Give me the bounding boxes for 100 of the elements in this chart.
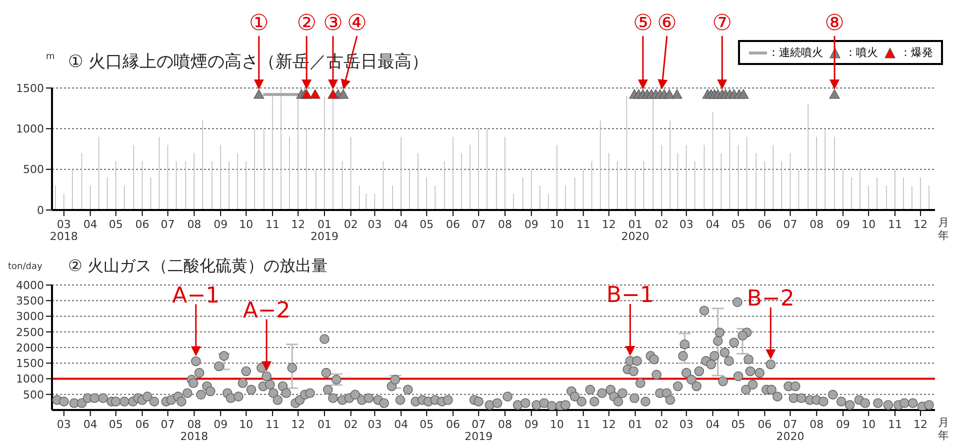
point <box>287 362 298 373</box>
y-axis-title: m <box>46 52 55 62</box>
annotation: A−2 <box>242 298 290 324</box>
x-tick-label: 07 2020 <box>776 418 804 441</box>
x-tick-label: 01 2020 <box>621 218 650 243</box>
x-tick-label: 11 <box>888 218 902 231</box>
y-tick-label: 2000 <box>16 341 44 354</box>
legend-label: ：爆発 <box>900 45 933 60</box>
x-tick-label: 05 <box>108 418 123 431</box>
y-tick-label: 3000 <box>16 310 44 324</box>
x-axis-title: 月年 <box>938 416 949 441</box>
x-tick-label: 02 <box>344 218 358 231</box>
x-tick-label: 08 <box>187 218 202 231</box>
x-tick-label: 10 <box>862 418 876 431</box>
x-tick-label: 06 <box>446 418 460 431</box>
x-tick-label: 09 <box>214 218 228 231</box>
x-tick-label: 02 <box>344 418 358 431</box>
x-tick-label: 01 <box>317 418 332 431</box>
x-tick-label: 07 <box>160 218 175 231</box>
annotation: ④ <box>347 11 367 36</box>
x-tick-label: 04 <box>83 218 98 231</box>
x-tick-label: 12 <box>291 418 306 431</box>
x-tick-label: 12 <box>914 218 928 231</box>
x-tick-label: 12 <box>602 218 616 231</box>
x-tick-label: 10 <box>239 418 254 431</box>
x-tick-label: 10 <box>550 218 564 231</box>
y-tick-label: 500 <box>23 163 44 176</box>
x-tick-label: 05 <box>108 218 123 231</box>
legend-label: ：連続噴火 <box>768 45 823 60</box>
x-tick-label: 06 <box>135 418 150 431</box>
y-tick-label: 2500 <box>16 326 44 339</box>
x-tick-label: 03 <box>368 418 382 431</box>
y-tick-label: 3500 <box>16 294 44 308</box>
x-tick-label: 06 <box>135 218 150 231</box>
x-tick-label: 09 <box>214 418 228 431</box>
x-tick-label: 05 <box>420 218 434 231</box>
x-tick-label: 04 <box>394 218 408 231</box>
chart-title: ② 火山ガス（二酸化硫黄）の放出量 <box>68 256 328 277</box>
y-axis-title: ton/day <box>8 262 42 272</box>
x-tick-label: 03 2018 <box>50 218 78 243</box>
x-tick-label: 08 <box>498 218 512 231</box>
x-tick-label: 05 <box>420 418 434 431</box>
point <box>390 374 400 385</box>
x-tick-label: 10 <box>550 418 564 431</box>
x-tick-label: 10 <box>862 218 876 231</box>
x-tick-label: 01 <box>628 418 642 431</box>
legend-label: ：噴火 <box>845 45 878 60</box>
annotation: ⑧ <box>824 11 844 36</box>
point <box>219 351 229 361</box>
annotation: B−1 <box>606 282 654 308</box>
x-tick-label: 09 <box>524 218 538 231</box>
x-tick-label: 12 <box>291 218 306 231</box>
x-tick-label: 02 <box>654 218 669 231</box>
x-tick-label: 09 <box>836 418 850 431</box>
x-tick-label: 03 <box>368 218 382 231</box>
annotation: ① <box>249 11 269 36</box>
x-tick-label: 02 <box>654 418 669 431</box>
x-tick-label: 04 <box>394 418 408 431</box>
point <box>738 330 748 341</box>
x-tick-label: 04 <box>706 418 720 431</box>
annotation: ② <box>296 11 316 36</box>
x-tick-label: 11 <box>266 218 280 231</box>
x-tick-label: 12 <box>914 418 928 431</box>
x-tick-label: 06 <box>758 218 772 231</box>
x-tick-label: 03 <box>56 418 71 431</box>
x-tick-label: 01 2019 <box>310 218 338 243</box>
x-tick-label: 08 <box>810 418 824 431</box>
annotation: ③ <box>323 11 343 36</box>
y-tick-label: 1000 <box>16 372 44 386</box>
x-tick-label: 07 <box>783 218 798 231</box>
x-tick-label: 11 <box>576 218 590 231</box>
x-tick-label: 10 <box>239 218 254 231</box>
x-tick-label: 07 2019 <box>464 418 493 441</box>
x-tick-label: 11 <box>888 418 902 431</box>
annotation: ⑤ <box>633 11 653 36</box>
y-tick-label: 1500 <box>16 82 44 95</box>
annotation: A−1 <box>172 283 220 308</box>
x-tick-label: 11 <box>266 418 280 431</box>
x-tick-label: 05 <box>731 418 746 431</box>
annotation: ⑥ <box>657 11 677 36</box>
x-tick-label: 06 <box>758 418 772 431</box>
x-tick-label: 03 <box>679 218 694 231</box>
x-tick-label: 07 <box>160 418 175 431</box>
x-tick-label: 09 <box>524 418 538 431</box>
x-tick-label: 08 <box>810 218 824 231</box>
x-tick-label: 05 <box>731 218 746 231</box>
x-tick-label: 08 <box>498 418 512 431</box>
point <box>680 339 690 350</box>
x-tick-label: 04 <box>83 418 98 431</box>
y-tick-label: 500 <box>23 388 44 402</box>
x-tick-label: 07 <box>472 218 486 231</box>
x-tick-label: 11 <box>576 418 590 431</box>
x-tick-label: 04 <box>706 218 720 231</box>
x-tick-label: 08 2018 <box>180 418 208 441</box>
x-tick-label: 09 <box>836 218 850 231</box>
x-tick-label: 06 <box>446 218 460 231</box>
y-tick-label: 1500 <box>16 357 44 370</box>
y-tick-label: 1000 <box>16 122 44 136</box>
annotation: ⑦ <box>712 11 732 36</box>
x-axis-title: 月年 <box>938 216 949 242</box>
